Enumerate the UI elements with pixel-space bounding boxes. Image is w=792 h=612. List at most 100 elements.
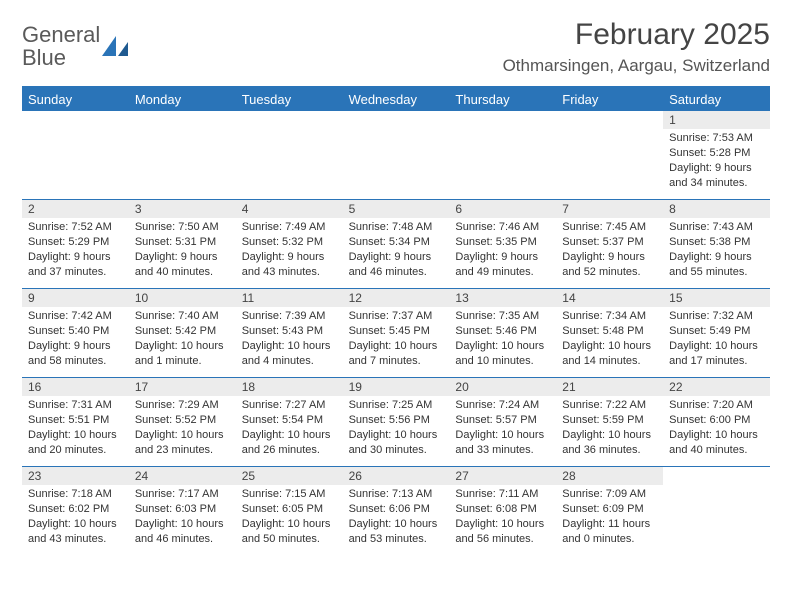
daylight-text: Daylight: 10 hours and 36 minutes. xyxy=(562,428,657,458)
sunset-text: Sunset: 5:57 PM xyxy=(455,413,550,428)
calendar-cell: 14Sunrise: 7:34 AMSunset: 5:48 PMDayligh… xyxy=(556,289,663,377)
sunset-text: Sunset: 6:08 PM xyxy=(455,502,550,517)
calendar-cell-empty xyxy=(22,111,129,199)
day-number: 21 xyxy=(556,378,663,396)
day-number: 3 xyxy=(129,200,236,218)
sunrise-text: Sunrise: 7:29 AM xyxy=(135,398,230,413)
weekday-monday: Monday xyxy=(129,88,236,111)
calendar-cell: 23Sunrise: 7:18 AMSunset: 6:02 PMDayligh… xyxy=(22,467,129,555)
sunrise-text: Sunrise: 7:20 AM xyxy=(669,398,764,413)
calendar-week: 2Sunrise: 7:52 AMSunset: 5:29 PMDaylight… xyxy=(22,200,770,289)
day-number: 12 xyxy=(343,289,450,307)
sunset-text: Sunset: 5:37 PM xyxy=(562,235,657,250)
sunrise-text: Sunrise: 7:13 AM xyxy=(349,487,444,502)
sunrise-text: Sunrise: 7:34 AM xyxy=(562,309,657,324)
calendar-week: 23Sunrise: 7:18 AMSunset: 6:02 PMDayligh… xyxy=(22,467,770,555)
sunset-text: Sunset: 5:32 PM xyxy=(242,235,337,250)
day-number: 4 xyxy=(236,200,343,218)
day-details: Sunrise: 7:11 AMSunset: 6:08 PMDaylight:… xyxy=(449,487,556,546)
day-number: 18 xyxy=(236,378,343,396)
daylight-text: Daylight: 10 hours and 14 minutes. xyxy=(562,339,657,369)
day-number: 10 xyxy=(129,289,236,307)
calendar-cell: 4Sunrise: 7:49 AMSunset: 5:32 PMDaylight… xyxy=(236,200,343,288)
day-number: 23 xyxy=(22,467,129,485)
day-details: Sunrise: 7:20 AMSunset: 6:00 PMDaylight:… xyxy=(663,398,770,457)
calendar: Sunday Monday Tuesday Wednesday Thursday… xyxy=(22,86,770,555)
daylight-text: Daylight: 10 hours and 1 minute. xyxy=(135,339,230,369)
calendar-cell-empty xyxy=(236,111,343,199)
sunrise-text: Sunrise: 7:25 AM xyxy=(349,398,444,413)
daylight-text: Daylight: 10 hours and 17 minutes. xyxy=(669,339,764,369)
day-details: Sunrise: 7:39 AMSunset: 5:43 PMDaylight:… xyxy=(236,309,343,368)
day-details: Sunrise: 7:35 AMSunset: 5:46 PMDaylight:… xyxy=(449,309,556,368)
weekday-wednesday: Wednesday xyxy=(343,88,450,111)
day-details: Sunrise: 7:22 AMSunset: 5:59 PMDaylight:… xyxy=(556,398,663,457)
logo-text: General Blue xyxy=(22,24,100,70)
day-details: Sunrise: 7:53 AMSunset: 5:28 PMDaylight:… xyxy=(663,131,770,190)
calendar-cell: 8Sunrise: 7:43 AMSunset: 5:38 PMDaylight… xyxy=(663,200,770,288)
calendar-cell: 28Sunrise: 7:09 AMSunset: 6:09 PMDayligh… xyxy=(556,467,663,555)
day-number: 5 xyxy=(343,200,450,218)
day-details: Sunrise: 7:52 AMSunset: 5:29 PMDaylight:… xyxy=(22,220,129,279)
daylight-text: Daylight: 9 hours and 49 minutes. xyxy=(455,250,550,280)
daylight-text: Daylight: 9 hours and 37 minutes. xyxy=(28,250,123,280)
daylight-text: Daylight: 10 hours and 46 minutes. xyxy=(135,517,230,547)
day-details: Sunrise: 7:27 AMSunset: 5:54 PMDaylight:… xyxy=(236,398,343,457)
daylight-text: Daylight: 10 hours and 7 minutes. xyxy=(349,339,444,369)
sunset-text: Sunset: 5:56 PM xyxy=(349,413,444,428)
day-number: 6 xyxy=(449,200,556,218)
sunrise-text: Sunrise: 7:45 AM xyxy=(562,220,657,235)
header: General Blue February 2025 Othmarsingen,… xyxy=(22,18,770,76)
logo: General Blue xyxy=(22,18,128,70)
daylight-text: Daylight: 10 hours and 33 minutes. xyxy=(455,428,550,458)
calendar-cell: 7Sunrise: 7:45 AMSunset: 5:37 PMDaylight… xyxy=(556,200,663,288)
sunrise-text: Sunrise: 7:24 AM xyxy=(455,398,550,413)
day-details: Sunrise: 7:42 AMSunset: 5:40 PMDaylight:… xyxy=(22,309,129,368)
daylight-text: Daylight: 9 hours and 34 minutes. xyxy=(669,161,764,191)
sunrise-text: Sunrise: 7:39 AM xyxy=(242,309,337,324)
sunrise-text: Sunrise: 7:52 AM xyxy=(28,220,123,235)
daylight-text: Daylight: 10 hours and 40 minutes. xyxy=(669,428,764,458)
sunset-text: Sunset: 5:31 PM xyxy=(135,235,230,250)
day-details: Sunrise: 7:13 AMSunset: 6:06 PMDaylight:… xyxy=(343,487,450,546)
calendar-cell: 27Sunrise: 7:11 AMSunset: 6:08 PMDayligh… xyxy=(449,467,556,555)
calendar-cell: 2Sunrise: 7:52 AMSunset: 5:29 PMDaylight… xyxy=(22,200,129,288)
day-number: 1 xyxy=(663,111,770,129)
sunrise-text: Sunrise: 7:27 AM xyxy=(242,398,337,413)
calendar-week: 1 Sunrise: 7:53 AMSunset: 5:28 PMDaylight… xyxy=(22,111,770,200)
calendar-cell: 25Sunrise: 7:15 AMSunset: 6:05 PMDayligh… xyxy=(236,467,343,555)
sunrise-text: Sunrise: 7:42 AM xyxy=(28,309,123,324)
calendar-cell: 1 Sunrise: 7:53 AMSunset: 5:28 PMDaylight… xyxy=(663,111,770,199)
sunrise-text: Sunrise: 7:18 AM xyxy=(28,487,123,502)
sunrise-text: Sunrise: 7:17 AM xyxy=(135,487,230,502)
day-details: Sunrise: 7:48 AMSunset: 5:34 PMDaylight:… xyxy=(343,220,450,279)
sunrise-text: Sunrise: 7:09 AM xyxy=(562,487,657,502)
sunrise-text: Sunrise: 7:31 AM xyxy=(28,398,123,413)
sunset-text: Sunset: 5:54 PM xyxy=(242,413,337,428)
sunrise-text: Sunrise: 7:46 AM xyxy=(455,220,550,235)
sunrise-text: Sunrise: 7:43 AM xyxy=(669,220,764,235)
daylight-text: Daylight: 10 hours and 30 minutes. xyxy=(349,428,444,458)
calendar-cell: 19 Sunrise: 7:25 AMSunset: 5:56 PMDayligh… xyxy=(343,378,450,466)
day-details: Sunrise: 7:29 AMSunset: 5:52 PMDaylight:… xyxy=(129,398,236,457)
daylight-text: Daylight: 10 hours and 4 minutes. xyxy=(242,339,337,369)
day-details: Sunrise: 7:50 AMSunset: 5:31 PMDaylight:… xyxy=(129,220,236,279)
sunset-text: Sunset: 5:48 PM xyxy=(562,324,657,339)
calendar-cell: 16Sunrise: 7:31 AMSunset: 5:51 PMDayligh… xyxy=(22,378,129,466)
sunrise-text: Sunrise: 7:35 AM xyxy=(455,309,550,324)
daylight-text: Daylight: 10 hours and 56 minutes. xyxy=(455,517,550,547)
weekday-saturday: Saturday xyxy=(663,88,770,111)
day-details: Sunrise: 7:24 AMSunset: 5:57 PMDaylight:… xyxy=(449,398,556,457)
weekday-friday: Friday xyxy=(556,88,663,111)
sunset-text: Sunset: 5:34 PM xyxy=(349,235,444,250)
title-block: February 2025 Othmarsingen, Aargau, Swit… xyxy=(503,18,770,76)
calendar-cell: 6Sunrise: 7:46 AMSunset: 5:35 PMDaylight… xyxy=(449,200,556,288)
day-number: 8 xyxy=(663,200,770,218)
day-details: Sunrise: 7:45 AMSunset: 5:37 PMDaylight:… xyxy=(556,220,663,279)
sunrise-text: Sunrise: 7:53 AM xyxy=(669,131,764,146)
sunset-text: Sunset: 5:46 PM xyxy=(455,324,550,339)
day-number: 19 xyxy=(343,378,450,396)
sunset-text: Sunset: 6:09 PM xyxy=(562,502,657,517)
day-number: 9 xyxy=(22,289,129,307)
day-number: 15 xyxy=(663,289,770,307)
